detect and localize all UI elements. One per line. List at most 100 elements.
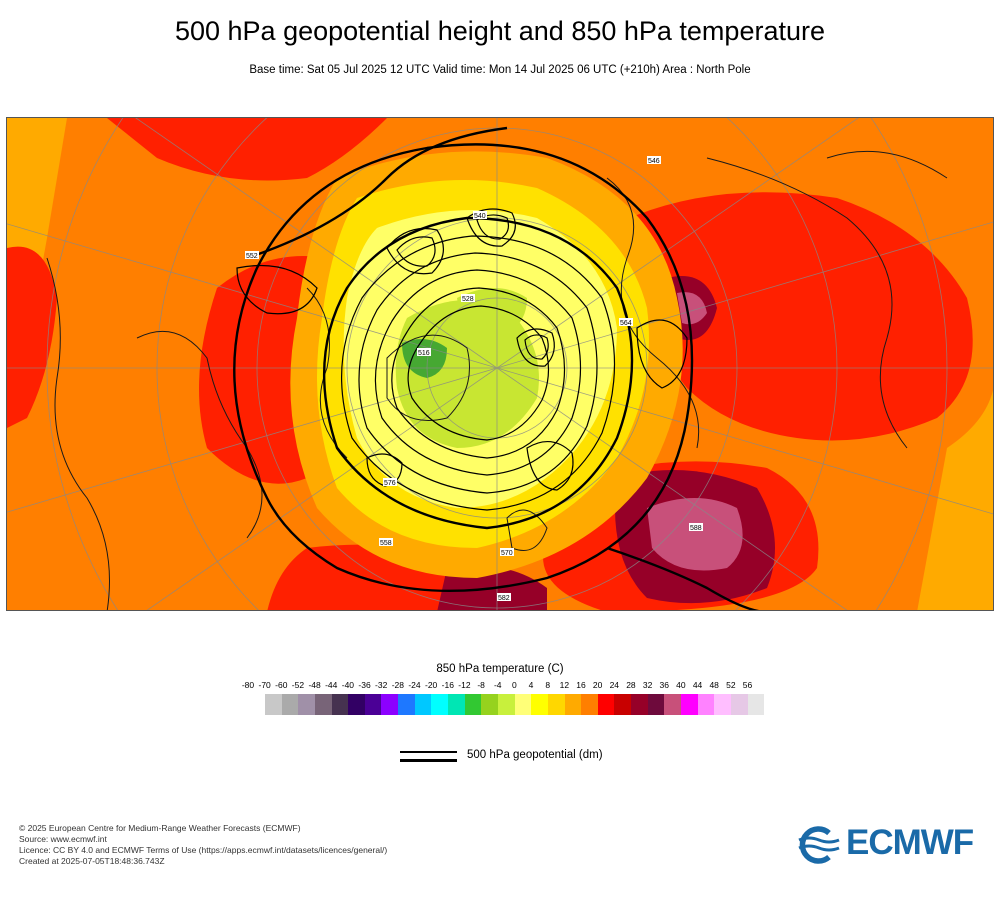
temperature-field-warm-asia: [607, 192, 973, 441]
colorbar-tick-label: 48: [709, 680, 719, 690]
ecmwf-logo-icon: [798, 826, 840, 864]
colorbar-tick-labels: -80 -70 -60 -52 -48 -44 -40 -36 -32 -28 -24 -20 -16-…: [240, 680, 770, 692]
colorbar-tick-label: -16: [441, 680, 454, 690]
colorbar-tick-label: -44: [325, 680, 338, 690]
temperature-colorbar: [265, 694, 765, 715]
colorbar-tick-label: 8: [545, 680, 551, 690]
colorbar-tick-label: 44: [692, 680, 703, 690]
contour-line-sample-thin: [400, 751, 457, 753]
temperature-field-mild-east: [917, 389, 993, 610]
contour-labels: 552 540 576 564 528 516 582 588 546 558 …: [245, 156, 703, 602]
copyright-footer: © 2025 European Centre for Medium-Range …: [19, 823, 387, 867]
temperature-field-extreme-east: [647, 498, 743, 571]
colorbar-tick-label: -28: [391, 680, 404, 690]
colorbar-swatch: [398, 694, 415, 715]
colorbar-tick-label: -40: [341, 680, 355, 690]
colorbar-swatch: [581, 694, 598, 715]
colorbar-swatch: [714, 694, 731, 715]
colorbar-tick-label: -20: [424, 680, 438, 690]
colorbar-tick-label: 28: [626, 680, 636, 690]
colorbar-swatch: [514, 694, 532, 715]
contour-line-sample-thick: [400, 759, 457, 762]
contour-thick-mid: [322, 216, 634, 530]
ecmwf-logo-text: ECMWF: [846, 823, 974, 862]
colorbar-tick-label: 56: [742, 680, 753, 690]
colorbar-tick-label: 20: [592, 680, 603, 690]
contour-thick-outer: [233, 143, 694, 592]
page-title: 500 hPa geopotential height and 850 hPa …: [174, 16, 825, 46]
footer-created: Created at 2025-07-05T18:48:36.743Z: [19, 856, 165, 866]
colorbar-tick-label: 16: [576, 680, 586, 690]
colorbar-tick-label: 12: [559, 680, 570, 690]
colorbar-tick-label: -12: [458, 680, 471, 690]
colorbar-swatch: [631, 694, 648, 715]
colorbar-swatch: [497, 694, 515, 715]
contour-label: 576: [384, 480, 396, 487]
geopotential-legend: 500 hPa geopotential (dm): [400, 748, 760, 768]
colorbar-swatch: [647, 694, 665, 715]
colorbar-tick-label: 4: [528, 680, 534, 690]
colorbar-swatch: [747, 694, 765, 715]
colorbar-tick-label: 36: [659, 680, 669, 690]
temperature-field-very-cold: [395, 300, 539, 448]
colorbar-swatch: [531, 694, 548, 715]
colorbar-swatch: [364, 694, 382, 715]
colorbar-tick-label: -48: [308, 680, 321, 690]
contour-label: 516: [418, 350, 430, 357]
colorbar-tick-label: -60: [275, 680, 288, 690]
colorbar-tick-label: 40: [676, 680, 686, 690]
colorbar-swatch: [697, 694, 715, 715]
contour-label: 564: [620, 320, 632, 327]
geopotential-contours: [233, 126, 760, 610]
contour-label: 528: [462, 296, 474, 303]
contour-label: 588: [690, 525, 702, 532]
colorbar-tick-label: -8: [477, 680, 485, 690]
colorbar-tick-label: -4: [493, 680, 502, 690]
colorbar-swatch: [664, 694, 682, 715]
colorbar-tick-label: 24: [609, 680, 620, 690]
colorbar-tick-label: -70: [258, 680, 271, 690]
colorbar-swatch: [298, 694, 315, 715]
colorbar-tick-label: 52: [726, 680, 736, 690]
colorbar-swatch: [464, 694, 482, 715]
colorbar-tick-label: 0: [512, 680, 517, 690]
contour-label: 570: [501, 550, 513, 557]
contour-label: 558: [380, 540, 392, 547]
colorbar-tick-label: 32: [642, 680, 653, 690]
footer-licence: Licence: CC BY 4.0 and ECMWF Terms of Us…: [19, 845, 388, 855]
colorbar-swatch: [281, 694, 299, 715]
colorbar-swatch: [314, 694, 332, 715]
contour-label: 546: [648, 158, 660, 165]
footer-source: Source: www.ecmwf.int: [19, 834, 107, 844]
colorbar-swatch: [348, 694, 365, 715]
colorbar-swatch: [614, 694, 632, 715]
temperature-field-warm-northwest: [107, 118, 387, 181]
geopotential-legend-label: 500 hPa geopotential (dm): [467, 749, 603, 761]
contour-label: 552: [246, 253, 258, 260]
footer-copyright: © 2025 European Centre for Medium-Range …: [19, 823, 301, 833]
colorbar-swatch: [448, 694, 465, 715]
weather-map: 552 540 576 564 528 516 582 588 546 558 …: [6, 117, 994, 611]
colorbar-tick-label: -52: [291, 680, 305, 690]
colorbar-swatch: [597, 694, 615, 715]
colorbar-tick-label: -80: [241, 680, 255, 690]
colorbar-swatch: [331, 694, 349, 715]
ecmwf-logo: ECMWF: [793, 823, 983, 864]
colorbar-swatch: [431, 694, 449, 715]
contour-label: 540: [474, 213, 486, 220]
page-subtitle: Base time: Sat 05 Jul 2025 12 UTC Valid …: [249, 64, 751, 76]
colorbar-swatch: [730, 694, 748, 715]
colorbar-swatch: [681, 694, 698, 715]
colorbar-swatch: [381, 694, 399, 715]
temperature-legend-title: 850 hPa temperature (C): [436, 663, 564, 675]
colorbar-tick-label: -32: [375, 680, 388, 690]
colorbar-swatch: [414, 694, 432, 715]
colorbar-tick-label: -36: [358, 680, 371, 690]
colorbar-tick-label: -24: [408, 680, 421, 690]
colorbar-swatch: [564, 694, 582, 715]
contour-label: 582: [498, 595, 510, 602]
colorbar-swatch: [547, 694, 565, 715]
colorbar-swatch: [481, 694, 498, 715]
temperature-field-warm-west: [7, 246, 57, 428]
colorbar-swatch: [265, 694, 282, 715]
